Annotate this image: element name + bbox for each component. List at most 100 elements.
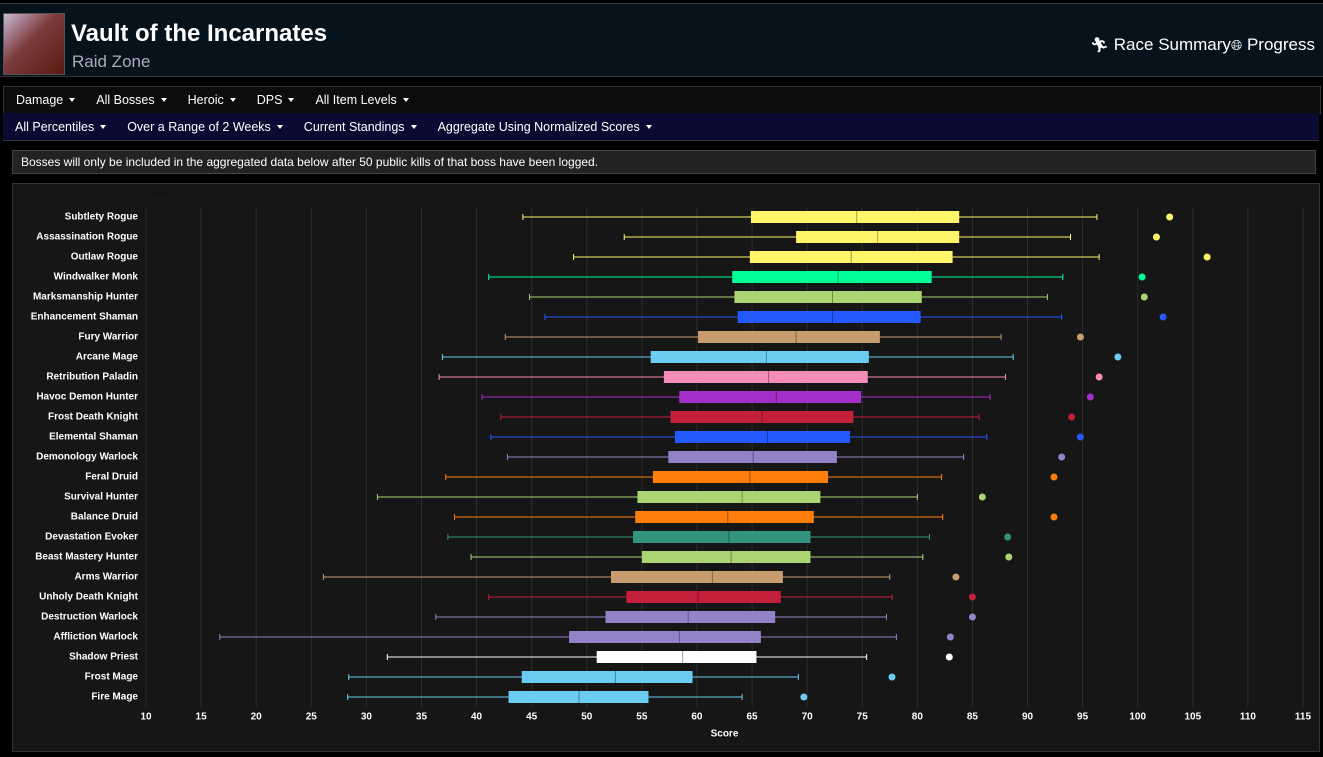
header: Vault of the Incarnates Raid Zone 🏃︎ Rac… [0, 3, 1323, 77]
y-tick-label: Frost Mage [85, 672, 139, 683]
filter-bar: Damage All Bosses Heroic DPS All Item Levels [3, 86, 1321, 114]
outlier [1068, 413, 1076, 421]
outlier [1203, 253, 1211, 261]
x-tick-label: 10 [140, 712, 152, 723]
outlier [1086, 393, 1094, 401]
x-tick-label: 20 [251, 712, 263, 723]
y-tick-label: Windwalker Monk [54, 272, 139, 283]
box [670, 411, 854, 423]
box [635, 511, 814, 523]
box [732, 271, 932, 283]
x-tick-label: 50 [581, 712, 593, 723]
progress-link[interactable]: 🌐︎ Progress [1231, 35, 1315, 54]
outlier [800, 693, 808, 701]
y-tick-label: Frost Death Knight [48, 412, 139, 423]
outlier [978, 493, 986, 501]
link-text[interactable]: Race Summary [1113, 35, 1231, 54]
y-tick-label: Balance Druid [71, 512, 138, 523]
y-tick-label: Arcane Mage [76, 352, 139, 363]
y-tick-label: Feral Druid [85, 472, 138, 483]
y-tick-label: Marksmanship Hunter [33, 292, 138, 303]
x-tick-label: 75 [857, 712, 869, 723]
outlier [1095, 373, 1103, 381]
y-tick-label: Shadow Priest [69, 652, 139, 663]
box [650, 351, 869, 363]
box [605, 611, 776, 623]
box [679, 391, 862, 403]
dropdown[interactable]: Current Standings [304, 120, 417, 134]
x-tick-label: 35 [416, 712, 428, 723]
filter-bar: All Percentiles Over a Range of 2 Weeks Cu… [3, 113, 1319, 141]
y-tick-label: Devastation Evoker [45, 532, 138, 543]
box [698, 331, 880, 343]
box [637, 491, 821, 503]
y-tick-label: Outlaw Rogue [71, 252, 139, 263]
outlier [1076, 433, 1084, 441]
dropdown[interactable]: DPS [257, 93, 295, 107]
y-tick-label: Fury Warrior [78, 332, 138, 343]
x-tick-label: 100 [1129, 712, 1146, 723]
y-tick-label: Unholy Death Knight [39, 592, 139, 603]
x-tick-label: 45 [526, 712, 538, 723]
y-tick-label: Elemental Shaman [49, 432, 138, 443]
y-tick-label: Fire Mage [91, 692, 138, 703]
x-tick-label: 85 [967, 712, 979, 723]
box [796, 231, 960, 243]
box [626, 591, 781, 603]
box [663, 371, 868, 383]
box [611, 571, 783, 583]
outlier [1005, 553, 1013, 561]
outlier [952, 573, 960, 581]
race-summary-link[interactable]: 🏃︎ Race Summary [1090, 35, 1231, 54]
x-tick-label: 40 [471, 712, 483, 723]
x-tick-label: 60 [691, 712, 703, 723]
outlier [888, 673, 896, 681]
dropdown[interactable]: All Bosses [96, 93, 166, 107]
y-tick-label: Subtlety Rogue [65, 212, 139, 223]
box [633, 531, 811, 543]
x-tick-label: 105 [1184, 712, 1201, 723]
dropdown[interactable]: All Percentiles [15, 120, 106, 134]
outlier [1004, 533, 1012, 541]
outlier [1050, 513, 1058, 521]
outlier [1058, 453, 1066, 461]
dropdown[interactable]: Over a Range of 2 Weeks [127, 120, 283, 134]
y-tick-label: Survival Hunter [64, 492, 138, 503]
dropdown[interactable]: Aggregate Using Normalized Scores [438, 120, 652, 134]
outlier [946, 633, 954, 641]
notice: Bosses will only be included in the aggr… [12, 150, 1316, 174]
y-tick-label: Affliction Warlock [53, 632, 138, 643]
zoom-label: Zoom [146, 189, 172, 200]
link-text[interactable]: Progress [1246, 35, 1315, 54]
outlier [968, 593, 976, 601]
box [521, 671, 693, 683]
outlier [1050, 473, 1058, 481]
x-tick-label: 65 [746, 712, 758, 723]
y-tick-label: Beast Mastery Hunter [35, 552, 138, 563]
box [596, 651, 757, 663]
outlier [1140, 293, 1148, 301]
zone-title: Vault of the Incarnates [71, 20, 328, 47]
box [668, 451, 837, 463]
box [508, 691, 649, 703]
x-tick-label: 110 [1240, 712, 1257, 723]
dropdown[interactable]: Heroic [188, 93, 236, 107]
zone-icon [3, 13, 65, 75]
dropdown[interactable]: All Item Levels [315, 93, 408, 107]
dropdown[interactable]: Damage [16, 93, 75, 107]
box [652, 471, 829, 483]
x-tick-label: 115 [1295, 712, 1312, 723]
zone-subtitle: Raid Zone [72, 52, 151, 71]
y-tick-label: Destruction Warlock [41, 612, 138, 623]
outlier [1166, 213, 1174, 221]
outlier [1076, 333, 1084, 341]
x-tick-label: 30 [361, 712, 373, 723]
box [641, 551, 811, 563]
x-tick-label: 70 [802, 712, 814, 723]
x-tick-label: 25 [306, 712, 318, 723]
box-plot-chart: Zoom 10 15 20 25 30 35 40 45 50 55 60 65 70 75 80 85 90 95… [12, 183, 1320, 752]
box [569, 631, 761, 643]
y-tick-label: Arms Warrior [74, 572, 138, 583]
outlier [945, 653, 953, 661]
